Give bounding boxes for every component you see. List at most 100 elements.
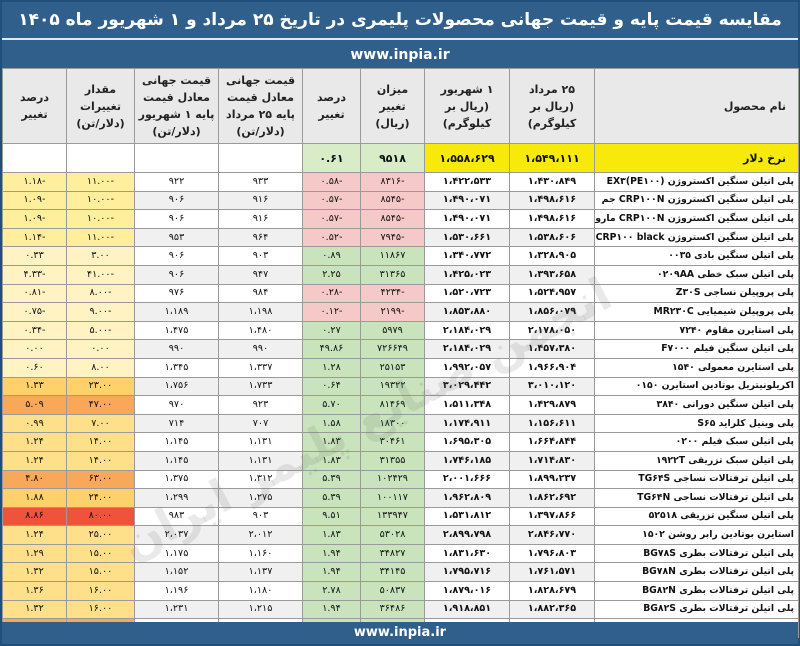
price-mordad: ۱،۷۶۱،۵۷۱ xyxy=(509,562,595,583)
global-price-shahrivar: ۹۷۶ xyxy=(134,283,219,304)
change-usd-pct: ۸.۸۶ xyxy=(2,506,67,527)
empty-cell xyxy=(134,143,219,173)
global-price-shahrivar: ۷۱۴ xyxy=(134,413,219,434)
price-shahrivar: ۱،۵۲۰،۷۲۳ xyxy=(424,283,510,304)
change-usd: -۱۱.۰۰ xyxy=(66,172,135,192)
change-usd: ۱۵.۰۰ xyxy=(66,562,135,583)
col-header-price-shahrivar: ۱ شهریور (ریال بر کیلوگرم) xyxy=(424,68,510,144)
dollar-rate-row: نرخ دلار ۱،۵۴۹،۱۱۱ ۱،۵۵۸،۶۲۹ ۹۵۱۸ ۰.۶۱ xyxy=(2,143,799,173)
price-mordad: ۱،۴۹۸،۶۱۶ xyxy=(509,209,595,229)
change-rial: ۳۱۳۵۵ xyxy=(360,450,425,471)
change-usd: -۱۰.۰۰ xyxy=(66,209,135,229)
global-price-shahrivar: ۹۵۳ xyxy=(134,227,219,248)
change-usd-pct: -۰.۸۱ xyxy=(2,283,67,304)
change-pct: ۲.۷۸ xyxy=(302,581,361,601)
global-price-shahrivar: ۹۰۶ xyxy=(134,264,219,285)
table-row: پلی اتیلن ترفتالات نساجی TG۶۴S ۱،۸۹۹،۲۳۷ ۲… xyxy=(2,469,799,490)
change-usd: -۴۱.۰۰ xyxy=(66,264,135,285)
change-pct: ۰.۸۹ xyxy=(302,246,361,266)
change-rial: -۴۲۳۴ xyxy=(360,283,425,304)
price-shahrivar: ۱،۹۹۲،۰۵۷ xyxy=(424,357,510,378)
product-name: پلی اتیلن سنگین فیلم F۷۰۰۰ xyxy=(594,339,799,359)
price-mordad: ۱،۴۹۸،۶۱۶ xyxy=(509,190,595,211)
price-shahrivar: ۱،۳۴۰،۷۷۲ xyxy=(424,246,510,266)
price-mordad: ۱،۱۵۶،۶۱۱ xyxy=(509,413,595,434)
dollar-rate-label: نرخ دلار xyxy=(594,143,799,173)
product-name: استایرن بوتادین رابر روشن ۱۵۰۲ xyxy=(594,525,799,545)
change-usd-pct: ۰.۹۹ xyxy=(2,413,67,434)
site-url-top[interactable]: www.inpia.ir xyxy=(2,38,798,68)
change-rial: -۸۵۴۵ xyxy=(360,190,425,211)
global-price-shahrivar: ۱،۱۴۵ xyxy=(134,450,219,471)
price-shahrivar: ۱،۱۷۴،۹۱۱ xyxy=(424,413,510,434)
product-name: پلی اتیلن سبک فیلم ۰۲۰۰ xyxy=(594,432,799,452)
change-usd-pct: ۱.۳۲ xyxy=(2,562,67,583)
change-rial: ۵۰۸۳۷ xyxy=(360,581,425,601)
change-usd-pct: ۱.۲۹ xyxy=(2,543,67,564)
product-name: پلی پروپیلن شیمیایی MR۲۳۰C xyxy=(594,302,799,322)
change-rial: ۱۳۳۹۴۷ xyxy=(360,506,425,527)
change-pct: -۰.۵۲ xyxy=(302,227,361,248)
change-usd: -۵.۰۰ xyxy=(66,320,135,341)
global-price-mordad: ۹۶۴ xyxy=(218,227,303,248)
table-row: پلی اتیلن ترفتالات بطری BG۷۸N ۱،۷۶۱،۵۷۱ ۱،… xyxy=(2,562,799,583)
table-row: پلی استایرن معمولی ۱۵۴۰ ۱،۹۶۶،۹۰۴ ۱،۹۹۲،۰۵… xyxy=(2,357,799,378)
col-header-product: نام محصول xyxy=(594,68,799,144)
price-shahrivar: ۱،۹۱۸،۸۵۱ xyxy=(424,599,510,620)
price-shahrivar: ۲،۱۸۴،۰۲۹ xyxy=(424,320,510,341)
global-price-mordad: ۷۰۷ xyxy=(218,413,303,434)
price-shahrivar: ۱،۵۳۰،۶۶۱ xyxy=(424,227,510,248)
site-url-bottom[interactable]: www.inpia.ir xyxy=(2,622,798,644)
table-row: پلی پروپیلن نساجی Z۳۰S ۱،۵۲۴،۹۵۷ ۱،۵۲۰،۷۲۳… xyxy=(2,283,799,304)
global-price-mordad: ۱،۱۶۰ xyxy=(218,543,303,564)
table-row: پلی اتیلن سنگین اکستروژن ARM CRP۱۰۰ blac… xyxy=(2,227,799,248)
price-mordad: ۱،۹۶۶،۹۰۴ xyxy=(509,357,595,378)
product-name: اکریلونیتریل بوتادین استایرن ۰۱۵۰ xyxy=(594,376,799,397)
change-pct: -۰.۵۸ xyxy=(302,172,361,192)
change-usd-pct: ۰.۳۳ xyxy=(2,246,67,266)
global-price-mordad: ۱،۲۷۵ xyxy=(218,488,303,508)
price-mordad: ۱،۸۸۲،۳۶۵ xyxy=(509,599,595,620)
price-mordad: ۱،۸۲۸،۶۷۹ xyxy=(509,581,595,601)
product-name: پلی اتیلن سبک تزریقی ۱۹۲۲T xyxy=(594,450,799,471)
change-rial: ۵۹۷۹ xyxy=(360,320,425,341)
price-shahrivar: ۱،۷۴۶،۱۸۵ xyxy=(424,450,510,471)
col-header-global-mordad: قیمت جهانی معادل قیمت پایه ۲۵ مرداد (دلا… xyxy=(218,68,303,144)
change-rial: ۳۰۴۶۱ xyxy=(360,432,425,452)
global-price-shahrivar: ۱،۴۷۵ xyxy=(134,320,219,341)
change-usd-pct: ۱.۳۳ xyxy=(2,376,67,397)
price-shahrivar: ۱،۷۹۵،۷۱۶ xyxy=(424,562,510,583)
change-usd: ۱۴.۰۰ xyxy=(66,450,135,471)
change-rial: ۸۱۴۶۹ xyxy=(360,395,425,415)
change-rial: ۳۱۳۶۵ xyxy=(360,264,425,285)
change-usd: -۸.۰۰ xyxy=(66,283,135,304)
change-pct: ۱.۵۸ xyxy=(302,413,361,434)
product-name: پلی اتیلن سنگین تزریقی ۵۲۵۱۸ xyxy=(594,506,799,527)
col-header-change-pct: درصد تغییر xyxy=(302,68,361,144)
price-shahrivar: ۱،۴۹۰،۰۷۱ xyxy=(424,209,510,229)
price-shahrivar: ۱،۸۵۳،۸۸۰ xyxy=(424,302,510,322)
global-price-shahrivar: ۱،۱۹۶ xyxy=(134,581,219,601)
change-pct: -۰.۱۲ xyxy=(302,302,361,322)
global-price-shahrivar: ۹۲۲ xyxy=(134,172,219,192)
global-price-mordad: ۹۳۳ xyxy=(218,172,303,192)
table-row: پلی اتیلن سنگین تزریقی ۵۲۵۱۸ ۱،۳۹۷،۸۶۶ ۱،۵… xyxy=(2,506,799,527)
table-row: پلی اتیلن ترفتالات بطری BG۷۸S ۱،۷۹۶،۸۰۳ ۱،… xyxy=(2,543,799,564)
global-price-shahrivar: ۱،۲۹۹ xyxy=(134,488,219,508)
change-usd-pct: -۰.۷۵ xyxy=(2,302,67,322)
change-usd: ۰.۰۰ xyxy=(66,339,135,359)
table-row: اکریلونیتریل بوتادین استایرن ۰۱۵۰ ۳،۰۱۰،۱… xyxy=(2,376,799,397)
table-row: پلی اتیلن سبک تزریقی ۱۹۲۲T ۱،۷۱۴،۸۳۰ ۱،۷۴۶… xyxy=(2,450,799,471)
change-pct: ۵.۳۹ xyxy=(302,488,361,508)
global-price-shahrivar: ۹۷۰ xyxy=(134,395,219,415)
change-usd: ۱۶.۰۰ xyxy=(66,599,135,620)
change-usd-pct: ۰.۰۰ xyxy=(2,339,67,359)
global-price-mordad: ۹۱۶ xyxy=(218,209,303,229)
change-pct: ۰.۲۷ xyxy=(302,320,361,341)
change-rial: ۱۱۸۶۷ xyxy=(360,246,425,266)
change-pct: ۵.۷۰ xyxy=(302,395,361,415)
global-price-mordad: ۱،۱۳۷ xyxy=(218,562,303,583)
change-rial: ۵۳۰۲۸ xyxy=(360,525,425,545)
change-rial: ۱۰۰۱۱۷ xyxy=(360,488,425,508)
table-row: پلی اتیلن سنگین اکستروژن CRP۱۰۰N جم ۱،۴۹۸… xyxy=(2,190,799,211)
